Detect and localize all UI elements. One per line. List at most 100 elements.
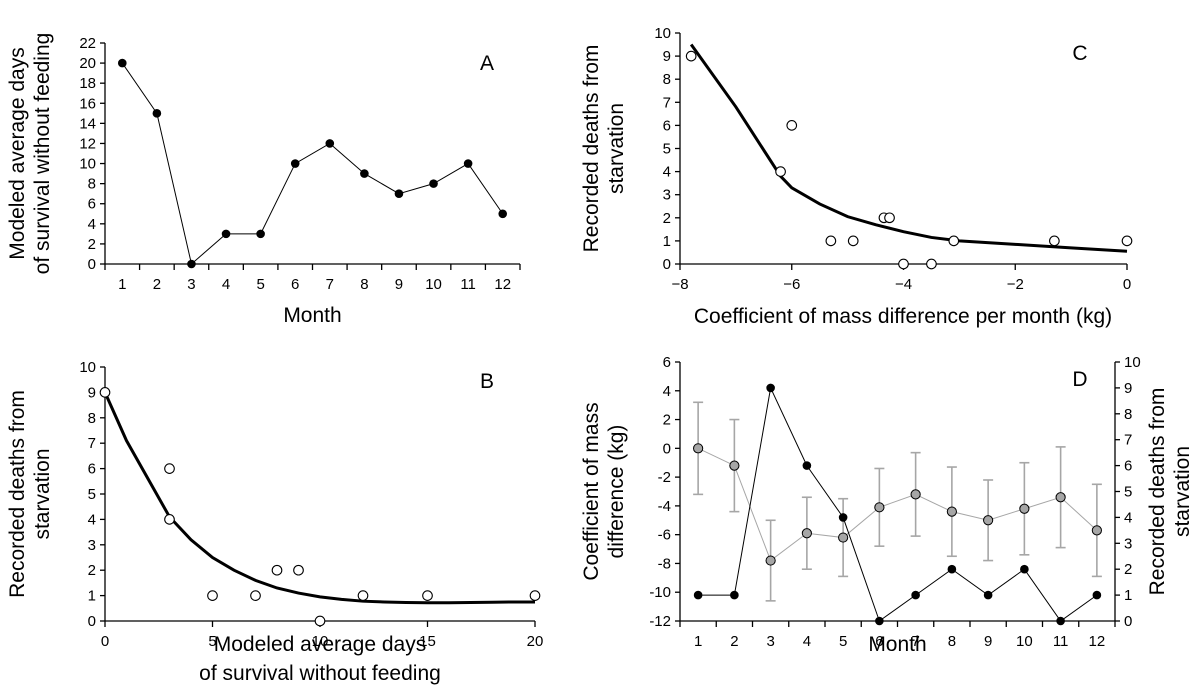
x-tick-label: 15 [419,633,436,650]
y-tick-label: 9 [88,384,96,401]
data-point [290,159,300,168]
x-tick-label: 0 [101,633,109,650]
y-right-axis-title-line-2: starvation [1171,446,1194,537]
y-tick-label: 0 [663,440,671,457]
y-tick-label: 4 [663,164,671,181]
mass-data-point [729,460,740,471]
x-tick-label: 7 [326,276,334,293]
panel-b: 0 1 2 3 4 5 6 7 8 9 10 0 5 10 15 20 Modeled average days… [6,359,543,685]
y-tick-label: 6 [663,354,671,371]
data-point [685,50,697,62]
deaths-data-point [838,513,848,522]
data-point [1049,235,1060,247]
fit-curve [689,43,1128,253]
y-tick-label: 16 [79,95,96,112]
mass-data-point [693,443,704,454]
y-tick-label: 6 [663,117,671,134]
y-right-tick-label: 4 [1124,509,1132,526]
y-tick-label: 22 [79,35,96,52]
deaths-data-point [947,564,957,574]
x-tick-label: 1 [118,276,126,293]
y-tick-label: 8 [88,410,96,427]
x-axis-title-line-2: of survival without feeding [199,662,441,685]
deaths-data-point [1020,564,1029,574]
y-tick-label: 3 [88,537,96,554]
series-line [121,62,504,265]
y-tick-label: 0 [88,613,96,630]
x-axis-title-line-1: Modeled average days [214,633,426,656]
y-tick-label: 1 [663,233,671,250]
data-point [271,564,283,576]
x-tick-label: −2 [1007,276,1024,293]
y-tick-label: 2 [663,412,671,429]
y-tick-label: 3 [663,187,671,204]
data-point [256,229,265,239]
y-tick-label: -4 [658,498,671,515]
panel-label: C [1072,42,1087,65]
y-tick-label: -10 [649,584,671,601]
x-tick-label: 5 [256,276,264,293]
deaths-data-point [911,590,920,600]
y-tick-label: 2 [663,210,671,227]
x-axis-title: Month [283,304,341,327]
deaths-data-point [1092,590,1102,600]
data-point [422,590,433,601]
deaths-data-point [875,616,884,626]
y-tick-label: 14 [79,115,96,132]
y-tick-label: 9 [663,48,671,65]
data-point [884,212,895,224]
y-right-tick-label: 1 [1124,587,1132,604]
y-tick-label: 12 [79,135,96,152]
data-point [325,139,335,148]
y-axis-title-line-2: starvation [31,448,54,539]
deaths-data-point [693,590,703,600]
deaths-data-point [1056,616,1065,626]
data-point [948,235,960,247]
y-axis-title-line-2: of survival without feeding [31,33,54,275]
y-right-tick-label: 5 [1124,484,1132,501]
y-right-tick-label: 9 [1124,380,1132,397]
data-point [152,109,162,118]
mass-data-point [910,489,921,500]
y-tick-label: 5 [88,486,96,503]
x-tick-label: 8 [948,633,956,650]
y-tick-label: 2 [88,236,96,253]
x-tick-label: 6 [291,276,299,293]
data-point [429,179,438,188]
deaths-data-point [802,461,812,470]
mass-data-point [1019,503,1030,514]
x-tick-label: 1 [694,633,702,650]
x-tick-label: 4 [222,276,230,293]
deaths-data-point [766,383,775,393]
y-tick-label: -6 [658,527,671,544]
data-point [498,209,508,219]
y-tick-label: 7 [663,94,671,111]
data-point [250,590,261,601]
x-tick-label: 8 [360,276,368,293]
x-tick-label: 2 [730,633,738,650]
data-point [187,259,196,269]
x-tick-label: 20 [527,633,544,650]
y-right-tick-label: 7 [1124,432,1132,449]
y-right-tick-label: 2 [1124,561,1132,578]
y-axis-title-line-1: Recorded deaths from [6,390,29,598]
data-point [314,615,326,627]
y-axis-title-line-1: Coefficient of mass [580,402,603,580]
y-axis-title-line-1: Recorded deaths from [580,45,603,253]
data-point [1121,235,1133,247]
y-tick-label: -12 [649,613,671,630]
y-right-tick-label: 10 [1124,354,1141,371]
x-tick-label: 6 [875,633,883,650]
x-tick-label: 4 [803,633,811,650]
y-tick-label: 8 [663,71,671,88]
deaths-data-point [983,590,993,600]
data-point [898,258,909,270]
y-right-axis-title-line-1: Recorded deaths from [1146,388,1169,596]
y-right-tick-label: 8 [1124,406,1132,423]
data-point [775,166,786,177]
data-point [117,58,127,68]
y-tick-label: 0 [663,256,671,273]
x-tick-label: 5 [839,633,847,650]
y-right-tick-label: 6 [1124,458,1132,475]
